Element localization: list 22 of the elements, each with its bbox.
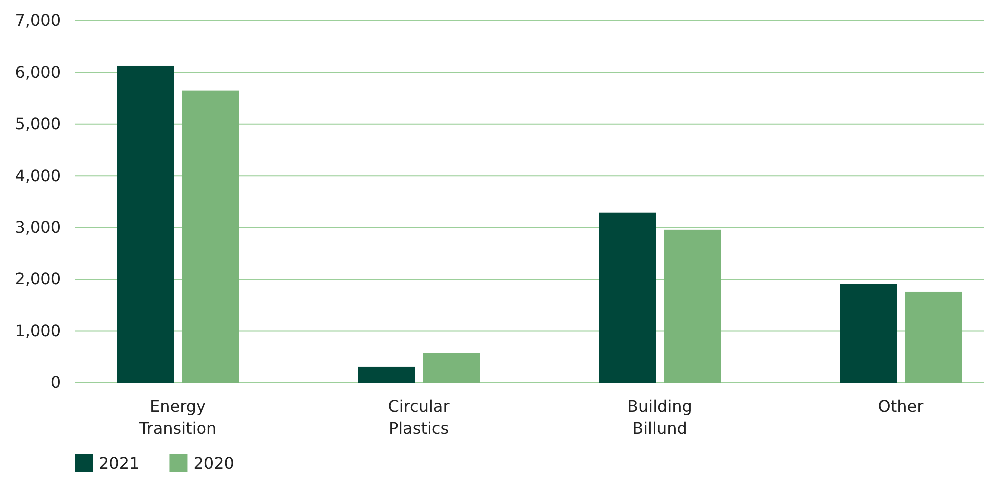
legend-label: 2021 xyxy=(99,454,140,473)
x-tick-label: Other xyxy=(878,397,924,416)
bar xyxy=(840,284,897,383)
y-tick-label: 7,000 xyxy=(15,11,61,30)
y-tick-label: 6,000 xyxy=(15,62,61,82)
x-tick-label: Circular Plastics xyxy=(388,397,450,438)
y-tick-label: 4,000 xyxy=(15,166,61,186)
x-tick-label: Building Billund xyxy=(628,397,692,438)
bar xyxy=(117,66,174,383)
legend-label: 2020 xyxy=(194,454,234,473)
y-tick-label: 2,000 xyxy=(15,270,61,289)
bar xyxy=(664,230,721,383)
y-tick-label: 3,000 xyxy=(15,218,61,237)
y-tick-label: 0 xyxy=(50,373,61,392)
bar xyxy=(905,292,962,383)
y-tick-label: 1,000 xyxy=(15,321,61,340)
bar xyxy=(599,212,656,383)
bar xyxy=(423,353,480,383)
x-tick-label: Energy Transition xyxy=(138,397,217,438)
y-tick-label: 5,000 xyxy=(15,114,61,134)
bar xyxy=(182,90,239,383)
bar xyxy=(358,366,415,383)
